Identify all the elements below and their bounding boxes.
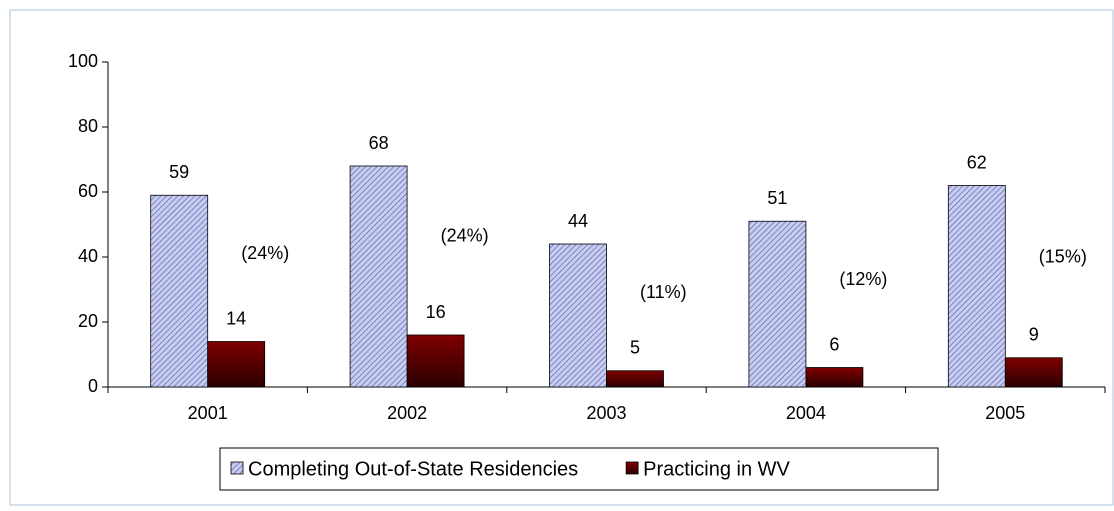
x-tick-label: 2003 — [586, 403, 626, 423]
legend-label: Completing Out-of-State Residencies — [248, 458, 578, 480]
legend-label: Practicing in WV — [643, 458, 790, 480]
y-tick-label: 40 — [78, 246, 98, 266]
legend-swatch — [625, 461, 639, 475]
bar — [1004, 357, 1063, 388]
bar — [805, 367, 864, 388]
bar — [349, 165, 408, 388]
bar — [606, 370, 664, 388]
y-tick-label: 100 — [68, 51, 98, 71]
bar — [207, 341, 266, 388]
annotation: (15%) — [1039, 246, 1087, 266]
data-label: 59 — [169, 162, 189, 182]
annotation: (12%) — [839, 269, 887, 289]
legend-box — [219, 447, 939, 491]
annotation: (24%) — [241, 243, 289, 263]
bar — [748, 220, 807, 388]
x-tick-label: 2001 — [188, 403, 228, 423]
bar — [150, 194, 209, 388]
y-tick-label: 20 — [78, 311, 98, 331]
x-tick-label: 2005 — [985, 403, 1025, 423]
data-label: 62 — [967, 152, 987, 172]
x-tick-label: 2004 — [786, 403, 826, 423]
frame — [9, 9, 1114, 506]
annotation: (11%) — [640, 282, 687, 302]
legend-swatch — [230, 461, 244, 475]
bar — [406, 334, 465, 388]
bar — [947, 185, 1006, 388]
data-label: 51 — [767, 188, 787, 208]
data-label: 5 — [630, 338, 640, 358]
y-tick-label: 60 — [78, 181, 98, 201]
bar — [549, 243, 607, 388]
y-tick-label: 0 — [88, 376, 98, 396]
annotation: (24%) — [441, 225, 489, 245]
data-label: 44 — [568, 211, 588, 231]
data-label: 9 — [1029, 325, 1039, 345]
y-tick-label: 80 — [78, 116, 98, 136]
data-label: 6 — [829, 334, 839, 354]
data-label: 68 — [369, 133, 389, 153]
x-tick-label: 2002 — [387, 403, 427, 423]
data-label: 16 — [426, 302, 446, 322]
data-label: 14 — [226, 308, 246, 328]
